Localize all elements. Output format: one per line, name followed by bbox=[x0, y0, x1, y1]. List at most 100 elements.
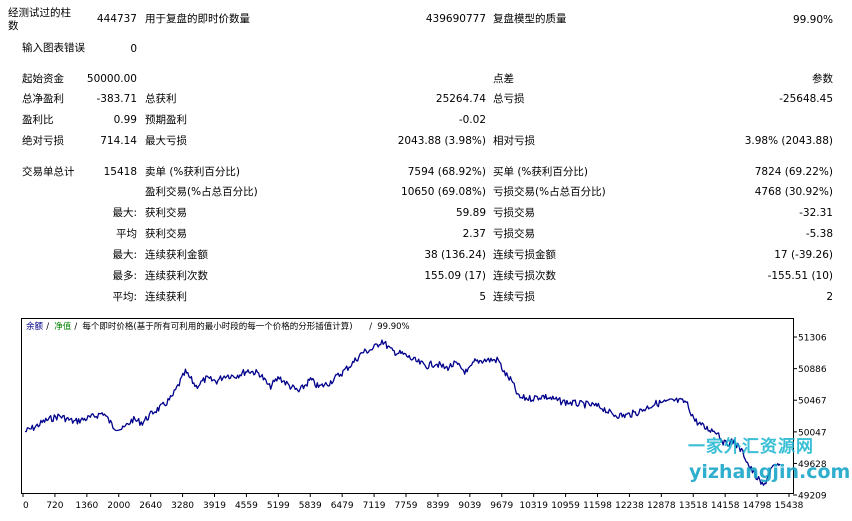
stat-cell: 亏损交易 bbox=[493, 207, 535, 219]
stat-cell: 输入图表错误 bbox=[22, 42, 85, 54]
stat-cell: 15418 bbox=[103, 166, 137, 178]
x-tick-label: 5839 bbox=[299, 501, 322, 511]
legend-separator: / bbox=[369, 322, 372, 332]
stat-cell: -5.38 bbox=[805, 228, 833, 240]
stat-cell: 59.89 bbox=[455, 207, 486, 219]
stat-cell: 连续亏损金额 bbox=[493, 249, 556, 261]
stat-cell: -155.51 (10) bbox=[767, 270, 833, 282]
x-tick-label: 10319 bbox=[519, 501, 548, 511]
x-tick-label: 0 bbox=[23, 501, 29, 511]
stat-cell: 2.37 bbox=[462, 228, 486, 240]
balance-chart: 余额 / 净值 / 每个即时价格(基于所有可利用的最小时段的每一个价格的分形插值计算) /… bbox=[21, 318, 827, 511]
stat-cell: 5 bbox=[479, 291, 486, 303]
stat-cell: 38 (136.24) bbox=[424, 249, 486, 261]
stat-cell: -32.31 bbox=[799, 207, 833, 219]
stat-cell: 最大: bbox=[112, 249, 137, 261]
y-tick-label: 51306 bbox=[798, 334, 827, 344]
stat-cell: 获利交易 bbox=[145, 228, 187, 240]
legend-separator: / bbox=[46, 322, 49, 332]
stat-cell: 总净盈利 bbox=[22, 93, 64, 105]
y-axis: 51306 50886 50467 50047 49628 49209 bbox=[793, 334, 827, 502]
x-tick-label: 7759 bbox=[395, 501, 418, 511]
x-tick-label: 720 bbox=[46, 501, 63, 511]
x-tick-label: 13518 bbox=[679, 501, 708, 511]
stat-cell: 亏损交易 bbox=[493, 228, 535, 240]
stat-cell: 714.14 bbox=[100, 135, 137, 147]
x-tick-label: 14798 bbox=[743, 501, 772, 511]
stat-cell: 7824 (69.22%) bbox=[754, 166, 833, 178]
stat-cell: 4768 (30.92%) bbox=[754, 186, 833, 198]
plot-frame bbox=[21, 318, 794, 494]
x-tick-label: 3919 bbox=[203, 501, 226, 511]
stat-cell: 3.98% (2043.88) bbox=[744, 135, 833, 147]
stat-cell: 数 bbox=[8, 20, 19, 32]
y-tick-label: 50467 bbox=[798, 397, 827, 407]
stat-cell: 亏损交易(%占总百分比) bbox=[493, 186, 606, 198]
y-tick-label: 49628 bbox=[798, 460, 827, 470]
stat-cell: -25648.45 bbox=[779, 93, 833, 105]
x-tick-label: 12238 bbox=[615, 501, 644, 511]
stat-cell: 0.99 bbox=[113, 114, 137, 126]
stat-cell: 2043.88 (3.98%) bbox=[397, 135, 486, 147]
stat-cell: 25264.74 bbox=[435, 93, 486, 105]
stat-cell: -383.71 bbox=[96, 93, 137, 105]
stat-cell: 439690777 bbox=[425, 13, 486, 25]
stat-cell: 7594 (68.92%) bbox=[407, 166, 486, 178]
x-axis: 0 720 1360 2000 2640 3280 3919 4559 5199 5839 6479… bbox=[22, 493, 804, 511]
stat-cell: 总亏损 bbox=[493, 93, 525, 105]
stat-cell: 复盘模型的质量 bbox=[493, 13, 567, 25]
x-tick-label: 14158 bbox=[711, 501, 740, 511]
stat-cell: -0.02 bbox=[458, 114, 486, 126]
stat-cell: 用于复盘的即时价数量 bbox=[145, 13, 250, 25]
legend-item: 净值 bbox=[54, 321, 72, 332]
stat-cell: 最多: bbox=[112, 270, 137, 282]
x-tick-label: 6479 bbox=[331, 501, 354, 511]
stat-cell: 卖单 (%获利百分比) bbox=[145, 166, 241, 178]
stat-cell: 平均 bbox=[116, 228, 137, 240]
x-tick-label: 9039 bbox=[458, 501, 481, 511]
legend-separator: / bbox=[74, 322, 77, 332]
stat-cell: 盈利交易(%占总百分比) bbox=[145, 186, 258, 198]
stat-cell: 0 bbox=[130, 43, 137, 55]
stat-cell: 参数 bbox=[812, 73, 833, 85]
stat-cell: 预期盈利 bbox=[145, 114, 187, 126]
x-tick-label: 10959 bbox=[551, 501, 580, 511]
x-tick-label: 15438 bbox=[775, 501, 804, 511]
stat-cell: 绝对亏损 bbox=[22, 135, 64, 147]
stat-cell: 经测试过的柱 bbox=[8, 7, 71, 19]
x-tick-label: 2000 bbox=[107, 501, 130, 511]
stat-cell: 相对亏损 bbox=[493, 135, 535, 147]
stat-cell: 盈利比 bbox=[22, 114, 54, 126]
x-tick-label: 1360 bbox=[75, 501, 98, 511]
x-tick-label: 11598 bbox=[583, 501, 612, 511]
stat-cell: 连续获利金额 bbox=[145, 249, 208, 261]
watermark-url: yizhangjin.com bbox=[689, 461, 851, 483]
y-tick-label: 49209 bbox=[798, 492, 827, 502]
x-tick-label: 12878 bbox=[647, 501, 676, 511]
stat-cell: 获利交易 bbox=[145, 207, 187, 219]
stat-cell: 155.09 (17) bbox=[424, 270, 486, 282]
y-tick-label: 50047 bbox=[798, 428, 827, 438]
plot-area bbox=[24, 339, 781, 486]
chart-legend: 余额 / 净值 / 每个即时价格(基于所有可利用的最小时段的每一个价格的分形插值计算) /… bbox=[26, 321, 410, 332]
stat-cell: 连续获利次数 bbox=[145, 270, 208, 282]
stat-cell: 连续亏损 bbox=[493, 291, 535, 303]
x-tick-label: 5199 bbox=[267, 501, 290, 511]
stat-cell: 平均: bbox=[112, 291, 137, 303]
stat-cell: 2 bbox=[826, 291, 833, 303]
x-tick-label: 9679 bbox=[490, 501, 513, 511]
watermark-text: 一家外汇资源网 bbox=[688, 437, 814, 457]
stat-cell: 连续亏损次数 bbox=[493, 270, 556, 282]
stat-cell: 点差 bbox=[493, 73, 514, 85]
stat-cell: 起始资金 bbox=[22, 73, 64, 85]
stat-cell: 99.90% bbox=[792, 14, 833, 26]
x-tick-label: 7119 bbox=[363, 501, 386, 511]
y-tick-label: 50886 bbox=[798, 365, 827, 375]
balance-series-line bbox=[24, 339, 781, 486]
stat-cell: 最大: bbox=[112, 207, 137, 219]
x-tick-label: 4559 bbox=[235, 501, 258, 511]
legend-item: 每个即时价格(基于所有可利用的最小时段的每一个价格的分形插值计算) bbox=[82, 321, 352, 332]
stat-cell: 17 (-39.26) bbox=[774, 249, 833, 261]
x-tick-label: 2640 bbox=[139, 501, 162, 511]
stat-cell: 10650 (69.08%) bbox=[401, 186, 486, 198]
